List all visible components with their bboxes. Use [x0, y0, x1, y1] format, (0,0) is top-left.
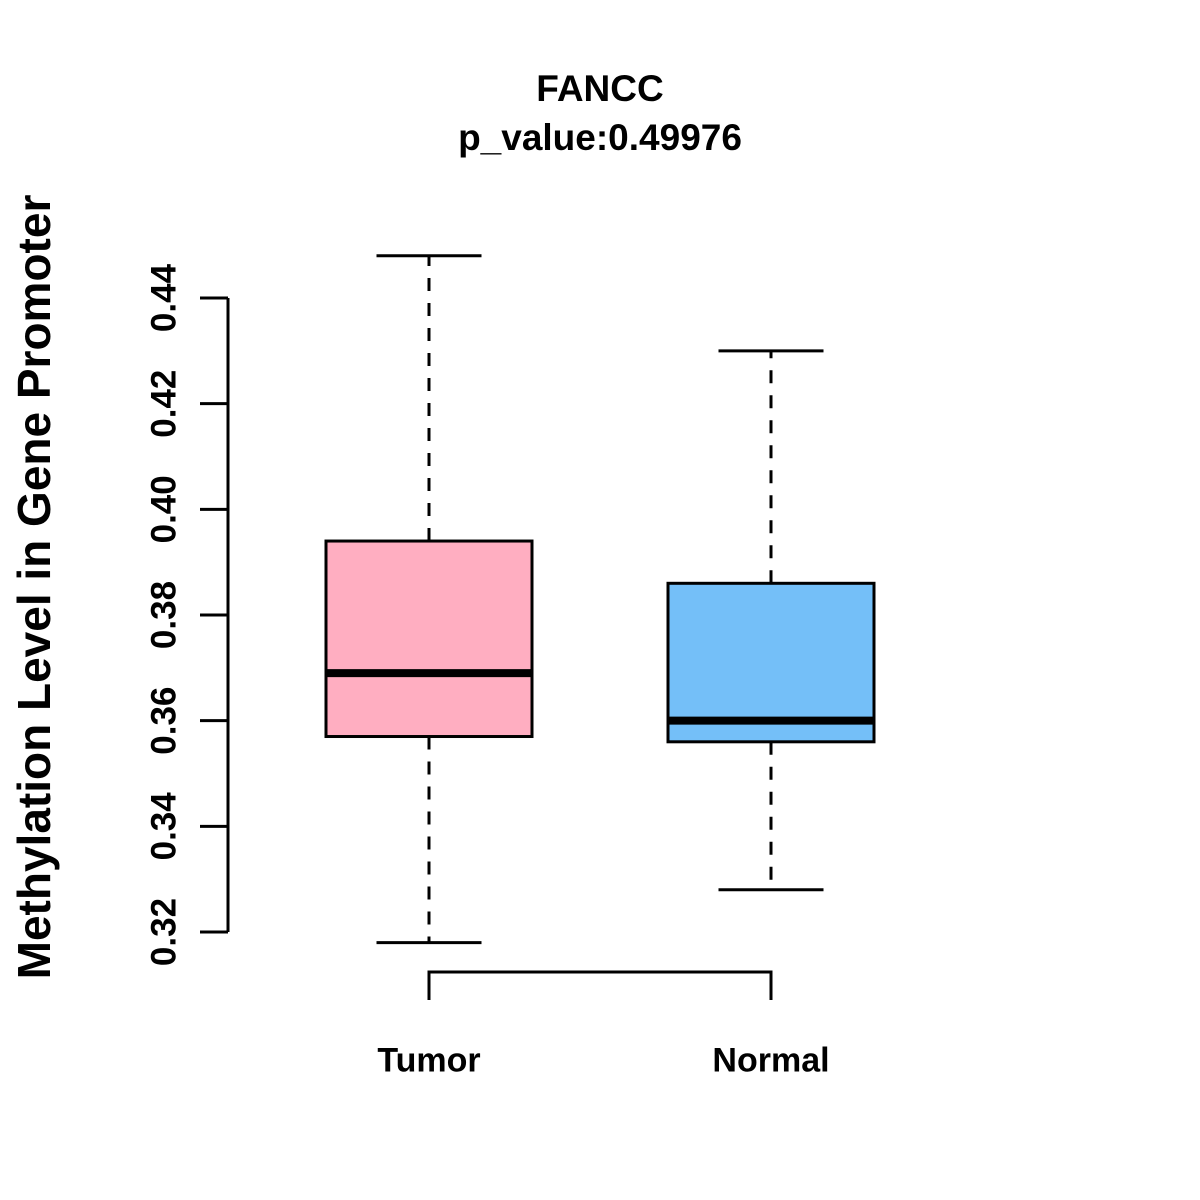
y-tick-label: 0.44	[144, 263, 183, 332]
chart-title: FANCC	[536, 68, 664, 109]
normal-box	[666, 581, 876, 744]
x-axis-bracket	[427, 970, 773, 1000]
y-tick-label: 0.36	[144, 687, 183, 755]
tumor-box	[324, 539, 534, 739]
y-tick-label: 0.32	[144, 898, 183, 966]
chart-subtitle: p_value:0.49976	[458, 117, 742, 158]
y-tick-label: 0.38	[144, 581, 183, 649]
y-tick-label: 0.34	[144, 792, 183, 861]
category-label-tumor: Tumor	[377, 1041, 481, 1080]
y-tick-label: 0.40	[144, 475, 183, 543]
category-label-normal: Normal	[712, 1041, 830, 1080]
y-tick-label: 0.42	[144, 370, 183, 438]
